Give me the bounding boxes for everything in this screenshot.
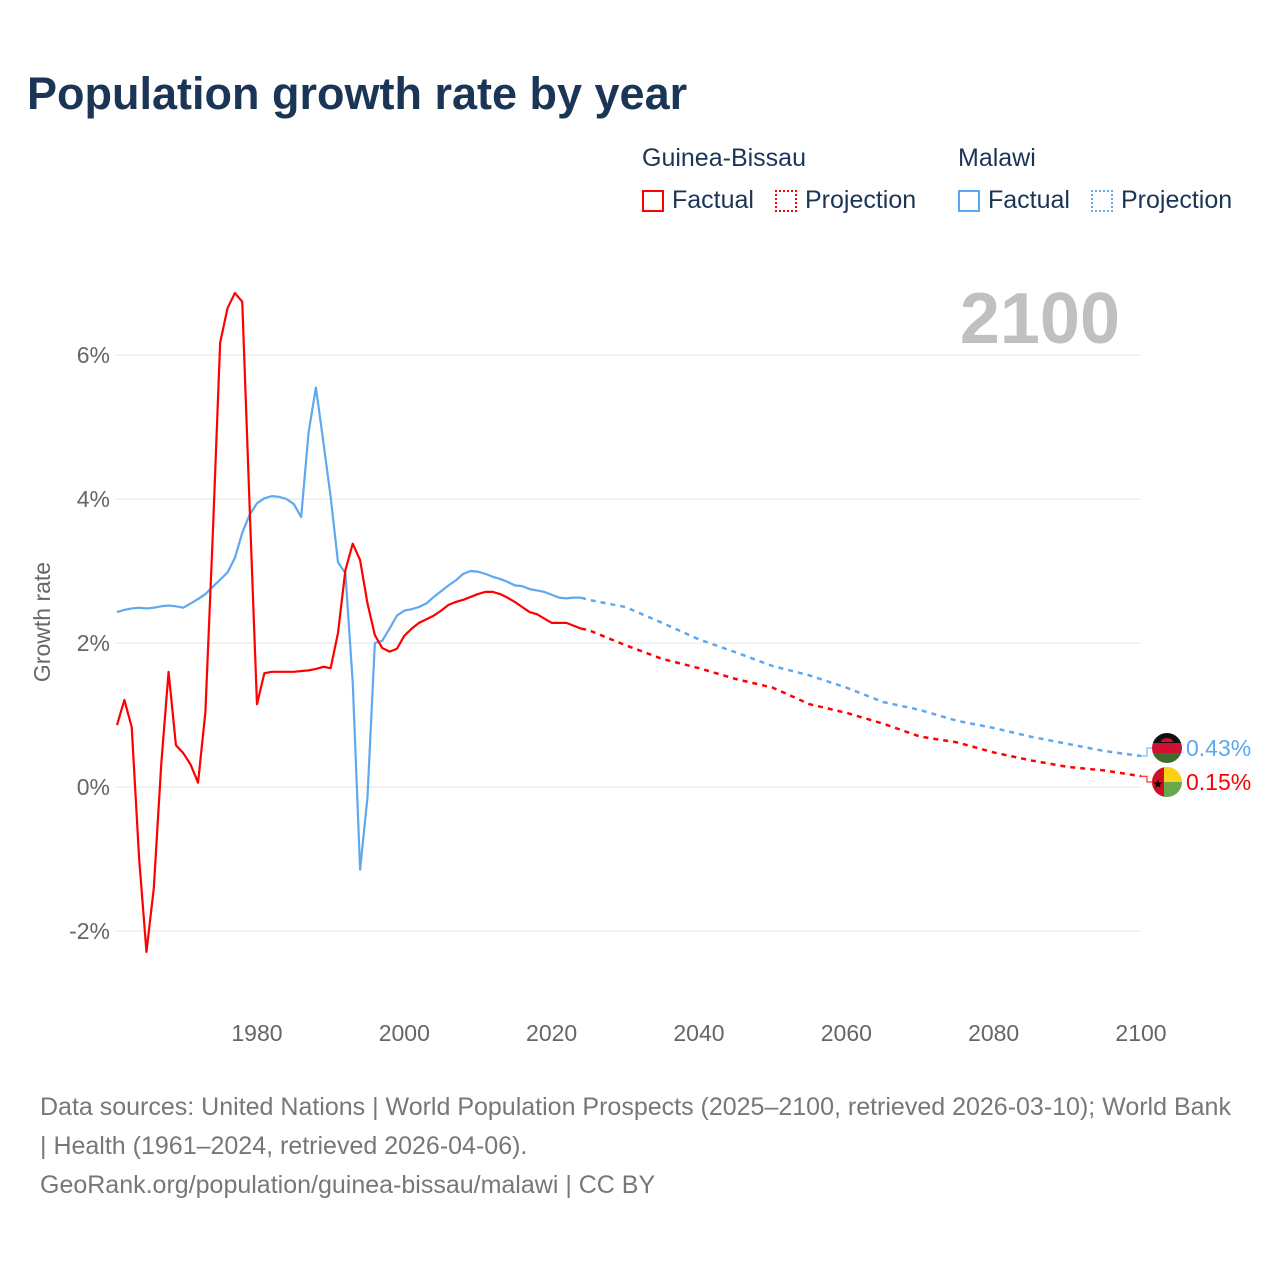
legend-label: Factual [988, 186, 1070, 214]
x-tick-label: 2060 [821, 1020, 872, 1046]
projection-swatch-icon [775, 189, 797, 212]
end-value-label-malawi: 0.43% [1186, 735, 1251, 761]
source-url[interactable]: GeoRank.org/population/guinea-bissau/mal… [40, 1171, 656, 1199]
malawi-flag-icon [1152, 733, 1182, 763]
guinea-bissau-flag-icon: ★ [1152, 767, 1182, 797]
label-connector [1141, 747, 1152, 757]
legend-item-factual[interactable]: Factual [958, 186, 1070, 215]
legend-group-name: Malawi [958, 144, 1036, 172]
factual-line-malawi [116, 386, 582, 871]
star-icon: ★ [1153, 777, 1164, 791]
legend-label: Projection [805, 186, 917, 214]
label-connector [1141, 775, 1152, 783]
flag-band [1152, 753, 1182, 763]
projection-swatch-icon [1091, 189, 1113, 212]
x-tick-label: 2000 [379, 1020, 430, 1046]
projection-line-guinea-bissau [580, 627, 1142, 778]
legend-item-projection[interactable]: Projection [775, 186, 916, 215]
factual-line-guinea-bissau [115, 291, 582, 953]
y-tick-label: 4% [77, 486, 110, 512]
y-tick-label: -2% [69, 918, 110, 944]
legend-label: Projection [1121, 186, 1233, 214]
footer: Data sources: United Nations | World Pop… [40, 1088, 1240, 1205]
sun-icon [1161, 738, 1173, 742]
data-sources: Data sources: United Nations | World Pop… [40, 1093, 1231, 1160]
y-tick-label: 6% [77, 342, 110, 368]
legend-item-factual[interactable]: Factual [642, 186, 754, 215]
y-tick-label: 0% [77, 774, 110, 800]
projection-line-malawi [580, 596, 1142, 758]
x-tick-label: 1980 [231, 1020, 282, 1046]
chart-title: Population growth rate by year [27, 68, 688, 119]
factual-swatch-icon [642, 189, 664, 212]
chart-area: -2%0%2%4%6%1980 2000 2020 2040 2060 2080 2100 … [29, 279, 1251, 1046]
flag-band [1152, 743, 1182, 753]
flag-band [1152, 767, 1164, 797]
current-year-label: 2100 [960, 279, 1120, 359]
x-tick-label: 2080 [968, 1020, 1019, 1046]
y-axis-label: Growth rate [29, 562, 55, 682]
y-tick-label: 2% [77, 630, 110, 656]
factual-swatch-icon [958, 189, 980, 212]
legend-label: Factual [672, 186, 754, 214]
x-tick-label: 2040 [673, 1020, 724, 1046]
legend-item-projection[interactable]: Projection [1091, 186, 1232, 215]
x-tick-label: 2100 [1115, 1020, 1166, 1046]
legend-group-name: Guinea-Bissau [642, 144, 806, 172]
end-value-label-guinea-bissau: 0.15% [1186, 769, 1251, 795]
x-tick-label: 2020 [526, 1020, 577, 1046]
